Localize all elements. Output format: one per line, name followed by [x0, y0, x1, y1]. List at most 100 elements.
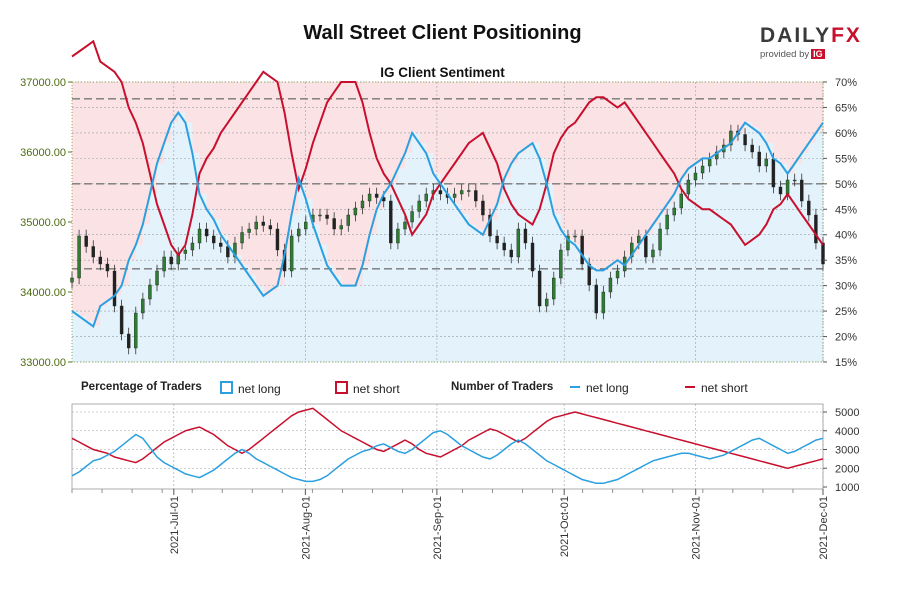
short-band [178, 82, 186, 113]
short-band [376, 82, 385, 210]
x-tick-label: 2021-Oct-01 [559, 496, 571, 557]
short-band [773, 82, 782, 159]
legend-num-long-swatch [570, 386, 580, 388]
long-band [624, 265, 633, 362]
long-band [234, 255, 243, 362]
long-band [206, 209, 215, 362]
short-band [617, 82, 626, 261]
short-band [660, 82, 668, 215]
percent-tick-label: 40% [835, 230, 857, 242]
short-band [610, 82, 619, 266]
short-band [681, 82, 689, 179]
long-band [610, 265, 619, 362]
short-band [546, 82, 555, 184]
long-band [249, 275, 257, 362]
long-band [440, 183, 449, 362]
long-band [695, 163, 704, 362]
candle [800, 179, 804, 202]
x-tick-label: 2021-Nov-01 [691, 496, 703, 560]
candle [240, 232, 244, 244]
short-band [171, 82, 179, 123]
candle [162, 256, 166, 272]
long-band [475, 229, 484, 362]
short-band [270, 82, 279, 291]
candle [304, 221, 308, 230]
short-band [206, 82, 215, 210]
main-panel-border [71, 81, 824, 363]
short-band [298, 82, 307, 179]
short-band [766, 82, 775, 144]
legend-pct-short-swatch [335, 381, 348, 394]
candle [190, 242, 195, 251]
count-tick-label: 3000 [835, 445, 859, 457]
long-band [107, 300, 116, 362]
long-band [730, 143, 739, 362]
short-band [447, 82, 456, 194]
long-band [652, 224, 661, 362]
short-band [567, 82, 576, 240]
long-band [815, 132, 824, 362]
short-band [497, 82, 505, 205]
short-band [674, 82, 682, 194]
long-band [752, 127, 760, 363]
candle [580, 235, 584, 265]
long-band [178, 112, 186, 362]
candle [91, 246, 95, 258]
percent-tick-label: 65% [835, 102, 857, 114]
long-band [582, 255, 590, 362]
short-band [334, 82, 342, 276]
candle [233, 242, 237, 258]
long-band [688, 168, 697, 362]
dailyfx-logo: DAILYFX provided by IG [760, 24, 870, 60]
long-band [149, 194, 158, 362]
short-band [135, 82, 144, 245]
count-tick-label: 2000 [835, 463, 859, 475]
candle [488, 214, 492, 237]
candle [594, 284, 598, 314]
candle [757, 151, 761, 167]
candle [332, 218, 336, 230]
long-band [681, 178, 689, 362]
candle [573, 235, 577, 238]
candle [141, 298, 145, 314]
short-band [355, 82, 364, 286]
short-band [199, 82, 208, 194]
long-band [497, 204, 505, 362]
short-band [638, 82, 647, 245]
long-band [511, 163, 519, 362]
percent-tick-label: 45% [835, 204, 857, 216]
short-band [511, 82, 519, 164]
candle [509, 249, 513, 258]
candle [360, 200, 365, 209]
candle [615, 270, 620, 279]
short-band [291, 82, 300, 215]
candle [403, 221, 407, 230]
short-band [730, 82, 739, 144]
series-net-short-count [71, 407, 824, 470]
candle [367, 193, 372, 202]
count-tick-label: 5000 [835, 407, 859, 419]
long-band [553, 214, 562, 362]
candle [325, 214, 329, 219]
short-band [695, 82, 704, 164]
long-band [298, 178, 307, 362]
long-band [702, 158, 711, 362]
short-band [631, 82, 640, 256]
short-band [525, 82, 534, 149]
long-band [164, 143, 172, 362]
legend-num-long: net long [570, 381, 629, 395]
short-band [752, 82, 760, 128]
legend-number-title: Number of Traders [451, 381, 554, 393]
candle [318, 214, 322, 217]
short-band [475, 82, 484, 230]
long-band [213, 219, 222, 362]
candle [70, 277, 74, 283]
short-band [319, 82, 328, 245]
candle [644, 235, 648, 258]
candle [148, 284, 152, 300]
short-band [426, 82, 434, 154]
long-band [404, 153, 413, 362]
long-band [157, 163, 165, 362]
candle [438, 190, 443, 195]
short-band [404, 82, 413, 154]
